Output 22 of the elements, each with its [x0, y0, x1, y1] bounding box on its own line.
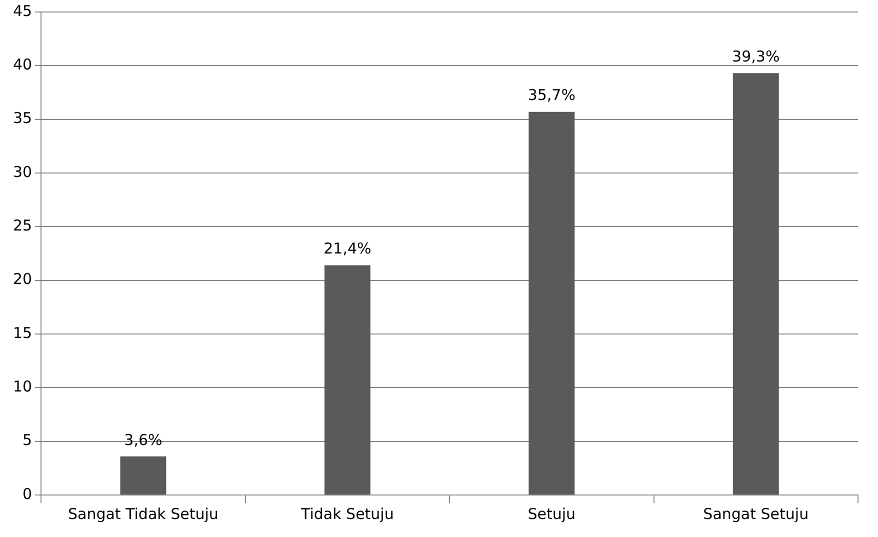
- y-tick-label: 40: [12, 56, 32, 74]
- bar: [732, 73, 779, 494]
- x-tick-label: Tidak Setuju: [300, 504, 394, 523]
- data-label: 39,3%: [732, 48, 780, 66]
- data-label: 3,6%: [124, 430, 162, 449]
- y-tick-label: 10: [12, 378, 32, 396]
- y-tick-label: 25: [12, 216, 32, 235]
- y-tick-label: 30: [12, 162, 32, 181]
- bar: [324, 265, 370, 494]
- y-tick-label: 35: [12, 109, 32, 128]
- data-label: 35,7%: [528, 86, 576, 104]
- y-tick-label: 5: [22, 431, 32, 450]
- y-tick-label: 0: [22, 484, 32, 503]
- bar: [528, 112, 575, 494]
- x-tick-label: Sangat Tidak Setuju: [68, 504, 218, 523]
- x-tick-label: Sangat Setuju: [703, 504, 809, 523]
- y-tick-label: 15: [12, 324, 32, 342]
- y-tick-label: 20: [12, 270, 32, 288]
- x-tick-label: Setuju: [528, 504, 576, 523]
- bar: [120, 456, 166, 494]
- data-label: 21,4%: [324, 240, 372, 258]
- y-tick-label: 45: [12, 2, 32, 20]
